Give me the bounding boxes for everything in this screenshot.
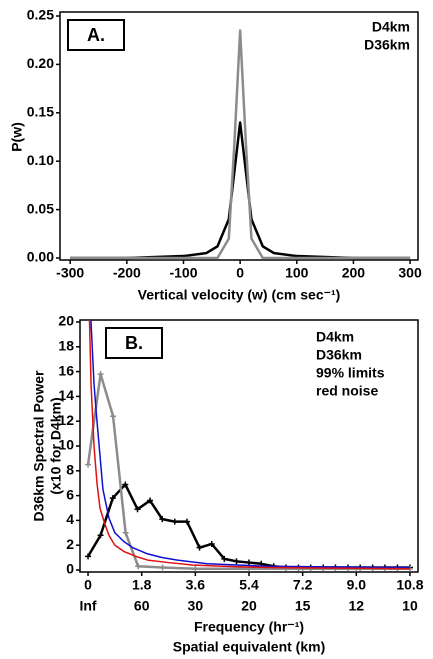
series-line xyxy=(90,320,410,569)
x-tick-label: 5.4 xyxy=(239,577,259,593)
y-tick-label: 10 xyxy=(58,437,74,453)
y-tick-label: 4 xyxy=(66,511,74,527)
y-tick-label: 6 xyxy=(66,486,74,502)
y-tick-label: 0.15 xyxy=(27,104,54,120)
x-tick-label: 300 xyxy=(398,265,422,281)
legend-entry: D36km xyxy=(364,37,410,53)
series-line xyxy=(86,372,410,571)
point-marker xyxy=(109,495,116,502)
point-marker xyxy=(192,565,199,572)
point-marker xyxy=(233,558,240,565)
x-tick-label: -200 xyxy=(113,265,141,281)
y-tick-label: 14 xyxy=(58,387,74,403)
y-axis-label: P(w) xyxy=(9,122,25,152)
legend-entry: D36km xyxy=(316,347,362,363)
panel-label: B. xyxy=(125,333,143,353)
x-tick-label: -100 xyxy=(169,265,197,281)
x2-tick-label: 30 xyxy=(188,598,204,614)
y-axis-label-2: (x10 for D4km) xyxy=(48,397,64,494)
plot-area xyxy=(85,320,413,572)
point-marker xyxy=(147,497,154,504)
y-tick-label: 2 xyxy=(66,536,74,552)
y-tick-label: 18 xyxy=(58,338,74,354)
point-marker xyxy=(208,540,215,547)
y-tick-label: 0.05 xyxy=(27,200,54,216)
point-marker xyxy=(246,559,252,566)
legend-entry: D4km xyxy=(316,329,354,345)
point-marker xyxy=(97,532,104,539)
series-line xyxy=(86,483,410,569)
point-marker xyxy=(159,516,166,523)
x2-tick-label: 60 xyxy=(134,598,150,614)
y-tick-label: 0.00 xyxy=(27,249,54,265)
plot-area xyxy=(70,29,411,260)
y-tick-label: 8 xyxy=(66,462,74,478)
point-marker xyxy=(122,481,129,488)
x2-tick-label: 20 xyxy=(241,598,257,614)
x-tick-label: 10.8 xyxy=(396,577,423,593)
point-marker xyxy=(221,555,228,562)
panel-label-box xyxy=(67,19,125,51)
x-tick-label: -300 xyxy=(56,265,84,281)
y-tick-label: 20 xyxy=(58,313,74,329)
point-marker xyxy=(85,461,92,468)
point-marker xyxy=(134,506,141,513)
series-line xyxy=(70,121,411,260)
y-tick-label: 0.20 xyxy=(27,55,54,71)
y-tick-label: 12 xyxy=(58,412,74,428)
point-marker xyxy=(110,413,117,420)
point-marker xyxy=(97,371,104,378)
point-marker xyxy=(171,518,178,525)
x-tick-label: 3.6 xyxy=(186,577,206,593)
x-tick-label: 7.2 xyxy=(293,577,313,593)
y-tick-label: 16 xyxy=(58,362,74,378)
panel-label: A. xyxy=(87,25,105,45)
x2-tick-label: 12 xyxy=(349,598,365,614)
y-axis-label: D36km Spectral Power xyxy=(31,370,47,522)
point-marker xyxy=(196,544,203,551)
series-line xyxy=(88,320,410,570)
x-tick-label: 0 xyxy=(84,577,92,593)
x2-axis-label: Spatial equivalent (km) xyxy=(173,639,325,655)
x-axis-label: Vertical velocity (w) (cm sec⁻¹) xyxy=(138,287,341,303)
point-marker xyxy=(184,518,191,525)
x2-tick-label: 15 xyxy=(295,598,311,614)
legend-entry: 99% limits xyxy=(316,365,385,381)
x2-tick-label: Inf xyxy=(79,598,96,614)
series-line xyxy=(70,29,411,260)
plot-frame xyxy=(59,11,419,261)
y-tick-label: 0 xyxy=(66,561,74,577)
x-tick-label: 200 xyxy=(342,265,366,281)
x2-tick-label: 10 xyxy=(402,598,418,614)
x-tick-label: 1.8 xyxy=(132,577,152,593)
legend-entry: red noise xyxy=(316,383,378,399)
x-tick-label: 9.0 xyxy=(347,577,367,593)
x-axis-label: Frequency (hr⁻¹) xyxy=(194,619,304,635)
point-marker xyxy=(85,553,92,560)
legend-entry: D4km xyxy=(372,19,410,35)
y-tick-label: 0.10 xyxy=(27,152,54,168)
y-tick-label: 0.25 xyxy=(27,7,54,23)
x-tick-label: 0 xyxy=(236,265,244,281)
x-tick-label: 100 xyxy=(285,265,309,281)
point-marker xyxy=(159,564,166,571)
point-marker xyxy=(135,563,142,570)
panel-label-box xyxy=(105,327,163,359)
point-marker xyxy=(122,529,129,536)
